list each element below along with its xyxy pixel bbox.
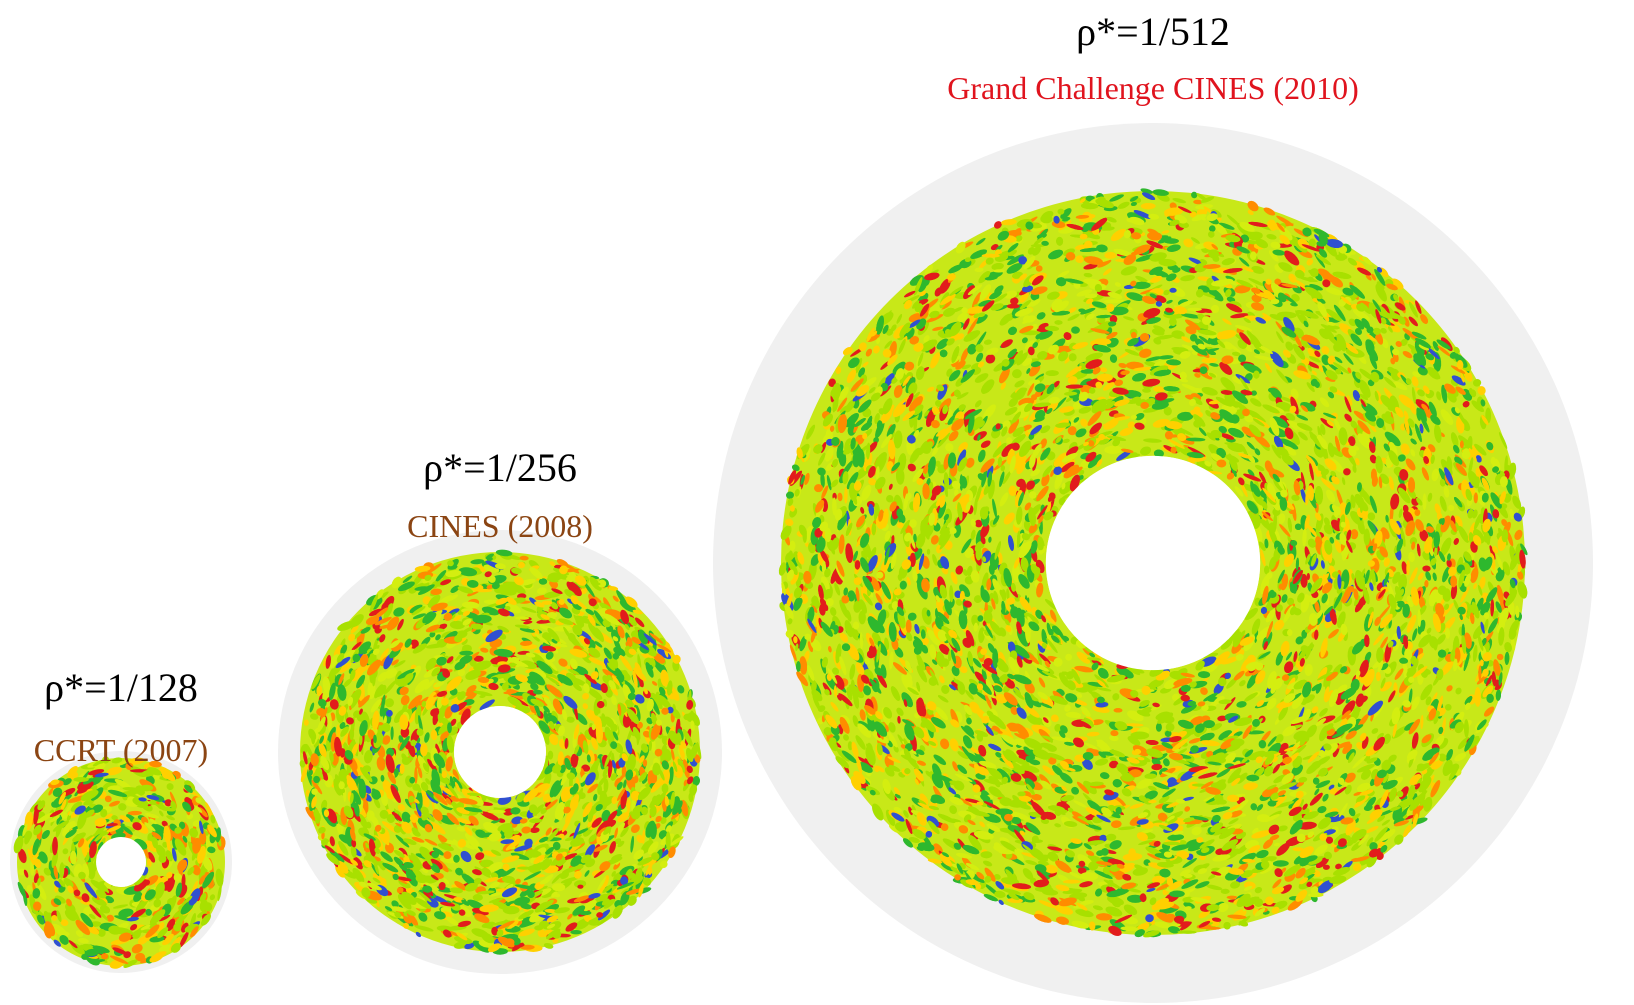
turbulent-eddies <box>13 756 226 969</box>
turbulent-eddies <box>299 549 702 955</box>
facility-label-grand-challenge: Grand Challenge CINES (2010) <box>947 70 1359 106</box>
large-simulation-disk <box>713 123 1593 1003</box>
inner-hole <box>454 706 546 798</box>
facility-label-cines-2008: CINES (2008) <box>407 508 593 544</box>
medium-simulation-disk <box>278 530 722 974</box>
inner-hole <box>96 837 146 887</box>
turbulent-eddies <box>778 188 1528 938</box>
small-simulation-disk <box>10 751 232 973</box>
rho-label-512: ρ*=1/512 <box>1076 9 1230 54</box>
rho-label-256: ρ*=1/256 <box>423 445 577 490</box>
rho-label-128: ρ*=1/128 <box>44 665 198 710</box>
inner-hole <box>1045 455 1261 671</box>
facility-label-ccrt-2007: CCRT (2007) <box>33 732 209 768</box>
